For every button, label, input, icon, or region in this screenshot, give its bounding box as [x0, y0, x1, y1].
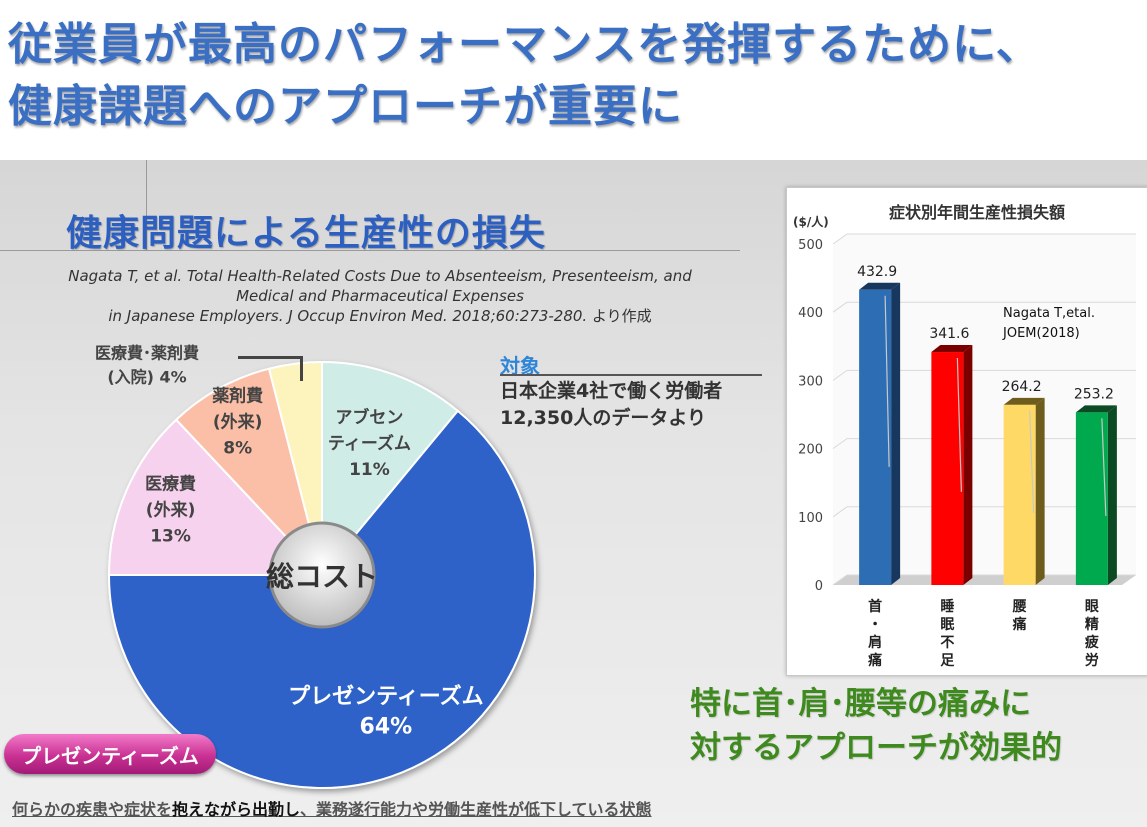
bar-highlight: [884, 295, 890, 467]
emphasis-message: 特に首･肩･腰等の痛みに 対するアプローチが効果的: [690, 686, 1062, 766]
definition-part-2: 抱えながら出勤し: [172, 800, 301, 819]
bar-highlight: [956, 358, 962, 492]
x-category-label-char: 眼: [1085, 599, 1099, 615]
pie-slice-label: 11%: [349, 460, 390, 480]
bar-value-label: 253.2: [1074, 386, 1114, 402]
x-category-label-char: 痛: [1012, 616, 1027, 633]
y-tick-label: 300: [798, 374, 823, 389]
x-category-label-char: 労: [1085, 652, 1099, 669]
chart-source-note: Nagata T,etal. JOEM(2018): [1003, 306, 1095, 341]
x-category-label-char: ・: [868, 617, 882, 633]
x-category-label-char: 眠: [940, 617, 954, 633]
y-tick-label: 400: [798, 306, 823, 321]
pie-slice-label: プレゼンティーズム: [288, 683, 484, 709]
pie-slice-label: 13%: [150, 526, 191, 546]
y-tick-label: 100: [798, 511, 823, 526]
bar-chart-ylabel: ($/人): [793, 214, 829, 229]
gridline: [832, 438, 848, 450]
pie-slice-label: 医療費･薬剤費: [95, 344, 199, 363]
presenteeism-badge: プレゼンティーズム: [4, 734, 216, 774]
bar-top: [1003, 397, 1045, 405]
bar-chart: 症状別年間生産性損失額 ($/人) 0 100 200 300 400 500 432.9 首・肩…: [793, 203, 1136, 669]
y-tick-label: 200: [798, 443, 823, 458]
citation-line-3-text: in Japanese Employers. J Occup Environ M…: [108, 307, 588, 325]
bar-chart-frame: 症状別年間生産性損失額 ($/人) 0 100 200 300 400 500 432.9 首・肩…: [786, 187, 1147, 676]
pie-slice-label: アブセン: [335, 407, 403, 428]
x-category-label-char: 疲: [1085, 634, 1099, 651]
bar: [1003, 397, 1045, 585]
citation-suffix: より作成: [587, 307, 652, 325]
pie-center-label: 総コスト: [266, 560, 378, 593]
definition-part-1: 何らかの疾患や症状を: [12, 800, 173, 819]
section-title: 健康問題による生産性の損失: [66, 213, 546, 254]
gridline: [832, 574, 848, 586]
bar: [1075, 405, 1117, 585]
pie-slice-label: (外来): [146, 499, 196, 520]
bar-chart-title: 症状別年間生産性損失額: [889, 203, 1065, 222]
x-category-label-char: 不: [940, 635, 954, 651]
target-underline: [500, 374, 762, 376]
citation: Nagata T, et al. Total Health-Related Co…: [20, 266, 740, 326]
x-category-label-char: 睡: [940, 599, 954, 615]
pie-slice-label: 薬剤費: [212, 386, 263, 407]
x-category-label-char: 腰: [1012, 599, 1027, 615]
definition-part-3: 、業務遂行能力や労働生産性が低下している状態: [300, 800, 652, 819]
citation-line-1: Nagata T, et al. Total Health-Related Co…: [68, 267, 692, 285]
divider-horizontal: [0, 250, 740, 251]
bar-side: [1035, 397, 1045, 585]
bar-top: [931, 345, 973, 353]
title-line-1: 従業員が最高のパフォーマンスを発揮するために、: [8, 19, 1041, 70]
bar-value-label: 432.9: [857, 264, 897, 280]
bar-value-label: 264.2: [1002, 379, 1042, 395]
pie-slice-label: (外来): [213, 412, 263, 433]
bar-top: [1075, 405, 1117, 413]
gridline: [832, 233, 848, 245]
pie-slice-label: 8%: [223, 439, 252, 459]
citation-line-2: Medical and Pharmaceutical Expenses: [236, 287, 524, 305]
x-category-label-char: 肩: [868, 634, 882, 651]
bar-side: [1107, 405, 1117, 585]
y-tick-label: 0: [815, 579, 823, 594]
bar-side: [963, 345, 973, 585]
gridline: [832, 506, 848, 518]
pie-center-hub: [268, 521, 376, 629]
plot-floor: [833, 575, 1136, 585]
title-line-2: 健康課題へのアプローチが重要に: [8, 81, 683, 132]
pie-slice-label: ティーズム: [328, 433, 411, 454]
citation-line-3: in Japanese Employers. J Occup Environ M…: [20, 306, 740, 326]
divider-vertical: [146, 160, 147, 250]
x-category-label-char: 精: [1085, 616, 1099, 633]
bar-highlight: [1029, 410, 1035, 513]
bar-side: [891, 282, 901, 585]
bar-top: [859, 282, 901, 290]
bar: [859, 282, 901, 585]
y-tick-label: 500: [798, 238, 823, 253]
x-category-label-char: 痛: [867, 652, 882, 669]
gridline: [832, 301, 848, 313]
pie-slice-label: 64%: [360, 714, 413, 739]
bar-highlight: [1101, 418, 1107, 516]
target-description: 日本企業4社で働く労働者 12,350人のデータより: [500, 380, 723, 429]
x-category-label-char: 足: [940, 653, 955, 669]
x-category-label-char: 首: [868, 598, 882, 615]
bar: [931, 345, 973, 585]
presenteeism-definition: 何らかの疾患や症状を抱えながら出勤し、業務遂行能力や労働生産性が低下している状態: [12, 796, 652, 820]
bar-value-label: 341.6: [929, 326, 969, 342]
inpatient-leader-line: [238, 356, 303, 381]
pie-slice-label: 医療費: [145, 473, 196, 494]
pie-slice-label: (入院) 4%: [107, 368, 186, 387]
plot-area: [833, 234, 1136, 585]
gridline: [832, 369, 848, 381]
